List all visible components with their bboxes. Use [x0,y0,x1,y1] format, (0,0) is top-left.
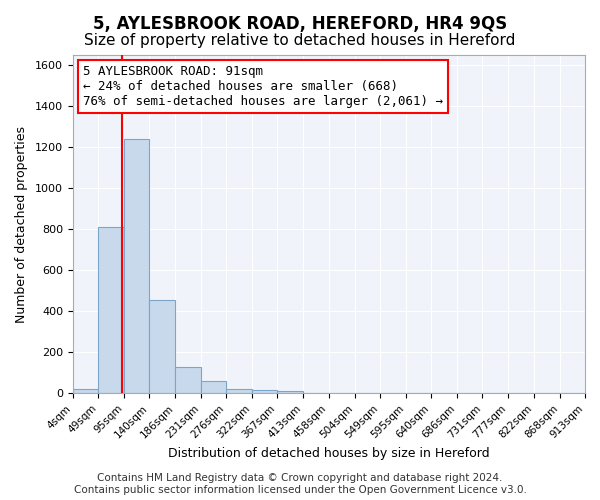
Bar [252,390,277,394]
Bar [149,300,175,394]
Bar [98,228,124,394]
Text: 5, AYLESBROOK ROAD, HEREFORD, HR4 9QS: 5, AYLESBROOK ROAD, HEREFORD, HR4 9QS [93,15,507,33]
Y-axis label: Number of detached properties: Number of detached properties [15,126,28,322]
Text: Size of property relative to detached houses in Hereford: Size of property relative to detached ho… [85,32,515,48]
Bar [277,392,303,394]
Text: Contains HM Land Registry data © Crown copyright and database right 2024.
Contai: Contains HM Land Registry data © Crown c… [74,474,526,495]
Bar [124,139,149,394]
Bar [73,390,98,394]
Bar [201,381,226,394]
Bar [226,389,252,394]
Text: 5 AYLESBROOK ROAD: 91sqm
← 24% of detached houses are smaller (668)
76% of semi-: 5 AYLESBROOK ROAD: 91sqm ← 24% of detach… [83,65,443,108]
Bar [175,367,201,394]
X-axis label: Distribution of detached houses by size in Hereford: Distribution of detached houses by size … [168,447,490,460]
